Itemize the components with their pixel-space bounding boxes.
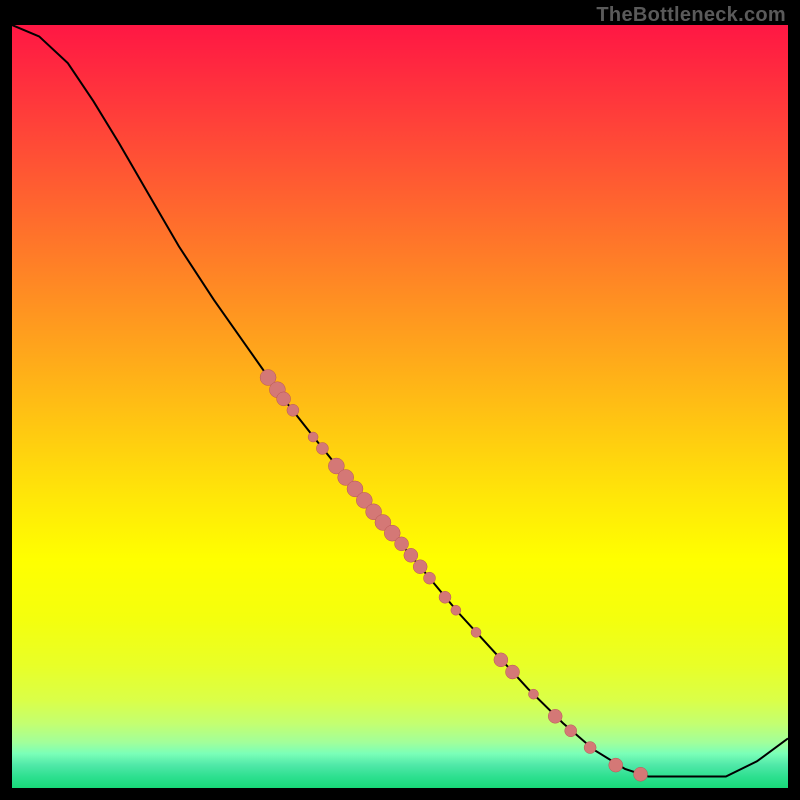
- plot-area: [12, 25, 788, 788]
- data-marker: [528, 689, 538, 699]
- data-marker: [404, 548, 418, 562]
- data-marker: [451, 605, 461, 615]
- bottleneck-curve: [12, 25, 788, 777]
- data-marker: [308, 432, 318, 442]
- data-marker: [506, 665, 520, 679]
- chart-container: TheBottleneck.com: [0, 0, 800, 800]
- data-marker: [413, 560, 427, 574]
- data-marker: [395, 537, 409, 551]
- data-marker: [609, 758, 623, 772]
- data-marker: [287, 404, 299, 416]
- data-marker: [565, 725, 577, 737]
- data-markers: [260, 370, 647, 782]
- data-marker: [471, 627, 481, 637]
- data-marker: [584, 742, 596, 754]
- watermark-text: TheBottleneck.com: [596, 4, 786, 27]
- data-marker: [316, 442, 328, 454]
- data-marker: [423, 572, 435, 584]
- data-marker: [548, 709, 562, 723]
- data-marker: [494, 653, 508, 667]
- chart-overlay: [12, 25, 788, 788]
- data-marker: [439, 591, 451, 603]
- data-marker: [634, 767, 648, 781]
- data-marker: [277, 392, 291, 406]
